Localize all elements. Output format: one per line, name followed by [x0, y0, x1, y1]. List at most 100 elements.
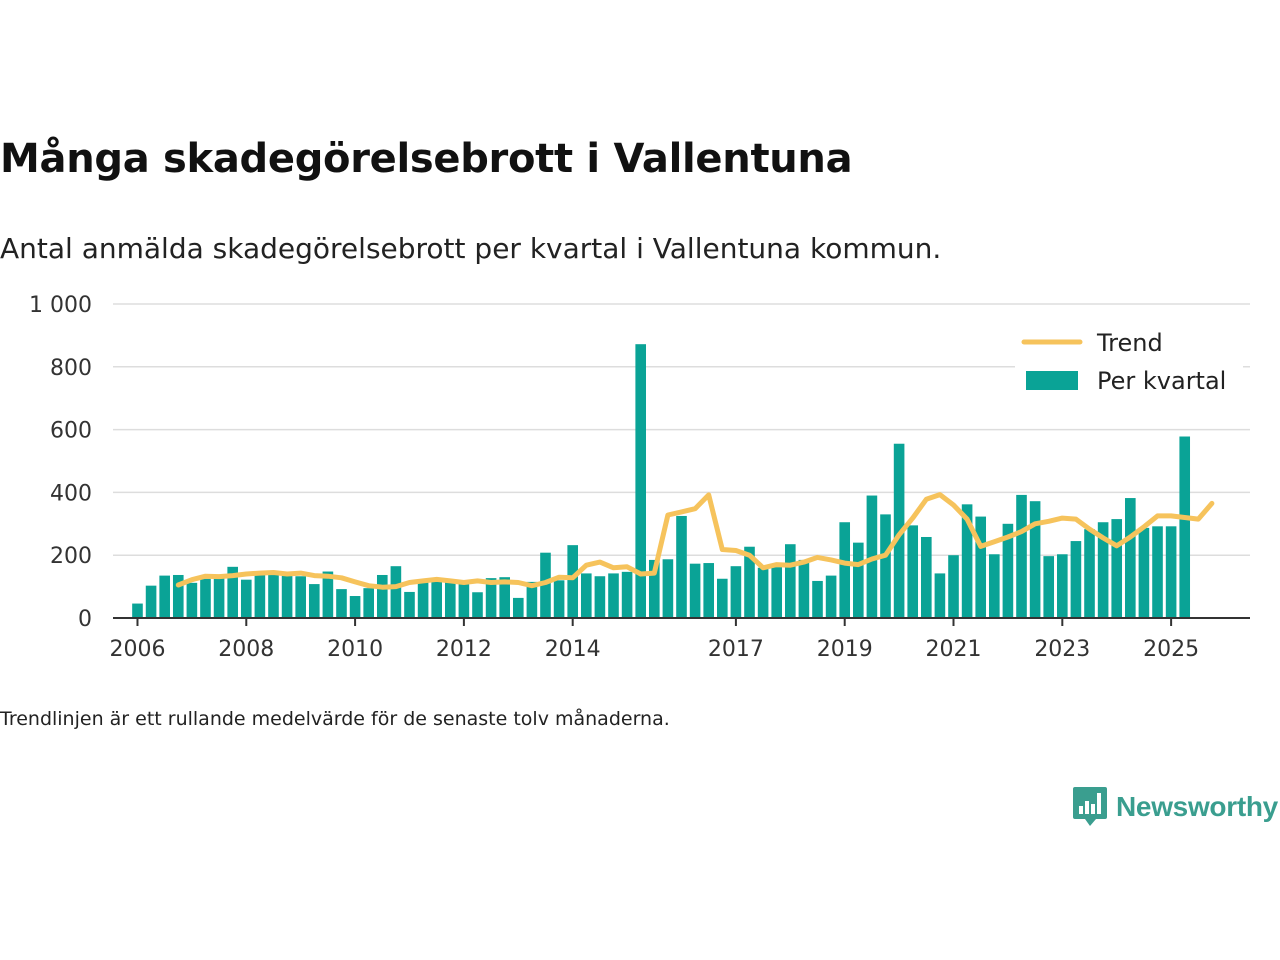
- bar: [648, 559, 660, 618]
- x-axis-ticks: 2006 2008 2010 2012 2014 2017 2019 2021 2023 2025: [109, 618, 1199, 662]
- bar: [730, 566, 742, 618]
- newsworthy-logo-icon: [1073, 787, 1107, 826]
- x-tick-label: 2023: [1034, 637, 1090, 662]
- bar: [472, 592, 483, 618]
- trend-line: [175, 492, 1215, 590]
- bar: [839, 522, 851, 618]
- bar: [1097, 522, 1109, 618]
- x-tick-label: 2006: [109, 637, 165, 662]
- bar: [921, 536, 932, 618]
- trend-series: [175, 492, 1215, 590]
- x-tick-label: 2017: [708, 637, 764, 662]
- bar: [295, 576, 306, 618]
- bar: [458, 580, 470, 618]
- bar: [322, 571, 334, 618]
- chart-title: Många skadegörelsebrott i Vallentuna: [0, 136, 853, 182]
- bar: [159, 575, 170, 618]
- bar: [268, 570, 279, 618]
- bar: [989, 554, 1000, 618]
- y-tick-label: 600: [50, 419, 92, 444]
- bar: [948, 555, 959, 618]
- bar: [744, 546, 755, 618]
- bar: [512, 597, 524, 618]
- bar: [499, 577, 510, 618]
- legend: Trend Per kvartal: [1021, 329, 1226, 395]
- x-tick-label: 2008: [218, 637, 274, 662]
- footnote: Trendlinjen är ett rullande medelvärde f…: [0, 708, 670, 730]
- bar: [608, 573, 619, 618]
- bar: [431, 580, 442, 618]
- bar: [254, 571, 266, 618]
- y-tick-label: 400: [50, 481, 92, 506]
- bar: [172, 574, 184, 618]
- y-tick-label: 1 000: [29, 293, 92, 318]
- bar: [812, 580, 823, 618]
- bar: [404, 591, 415, 618]
- bar: [934, 573, 946, 618]
- bar: [1084, 529, 1095, 618]
- bar: [376, 574, 388, 618]
- bar: [1029, 501, 1041, 618]
- bar: [676, 515, 687, 618]
- bar: [485, 578, 497, 618]
- bar-series-per-kvartal: [132, 344, 1191, 618]
- bar: [227, 566, 238, 618]
- bar: [880, 514, 891, 618]
- newsworthy-brand[interactable]: Newsworthy: [1072, 786, 1278, 828]
- x-tick-label: 2012: [436, 637, 492, 662]
- bar: [526, 581, 538, 618]
- legend-trend-label: Trend: [1096, 329, 1163, 357]
- bar: [444, 579, 456, 618]
- x-tick-label: 2014: [545, 637, 601, 662]
- legend-per-kvartal-swatch: [1026, 371, 1078, 390]
- bar: [1179, 436, 1191, 618]
- x-tick-label: 2021: [926, 637, 982, 662]
- bar: [132, 603, 143, 618]
- bar: [390, 566, 402, 618]
- bar: [540, 552, 551, 618]
- bar: [1165, 526, 1177, 618]
- bar: [1016, 494, 1027, 618]
- y-tick-label: 800: [50, 356, 92, 381]
- bar: [145, 585, 157, 618]
- bar: [662, 559, 674, 618]
- bar: [417, 582, 429, 618]
- bar: [771, 567, 783, 618]
- y-axis-ticks: 0 200 400 600 800 1 000: [29, 293, 92, 632]
- bar: [349, 596, 361, 618]
- bar: [784, 544, 796, 618]
- bar: [281, 575, 293, 618]
- x-tick-label: 2025: [1143, 637, 1199, 662]
- bar: [1111, 519, 1123, 618]
- bar: [1002, 523, 1014, 618]
- bar: [975, 516, 987, 618]
- bar: [853, 542, 864, 618]
- bar: [308, 584, 320, 618]
- bar: [240, 579, 252, 618]
- x-tick-label: 2019: [817, 637, 873, 662]
- y-tick-label: 0: [78, 607, 92, 632]
- bar: [825, 575, 837, 618]
- bar: [213, 577, 225, 618]
- bar: [553, 580, 565, 618]
- bar: [689, 563, 701, 618]
- bar: [635, 344, 647, 618]
- bar: [757, 567, 769, 618]
- bar: [363, 588, 374, 618]
- bar: [1125, 498, 1136, 618]
- bar: [186, 582, 198, 618]
- bar: [336, 589, 347, 618]
- bar: [907, 525, 919, 618]
- bar: [1043, 556, 1055, 618]
- bar: [961, 504, 973, 618]
- chart-subtitle: Antal anmälda skadegörelsebrott per kvar…: [0, 232, 942, 265]
- newsworthy-wordmark: Newsworthy: [1116, 791, 1278, 822]
- bar: [716, 578, 728, 618]
- bar: [1138, 527, 1150, 618]
- bar: [567, 545, 579, 618]
- y-tick-label: 200: [50, 544, 92, 569]
- x-tick-label: 2010: [327, 637, 383, 662]
- bar: [1070, 541, 1082, 618]
- bar: [580, 573, 592, 618]
